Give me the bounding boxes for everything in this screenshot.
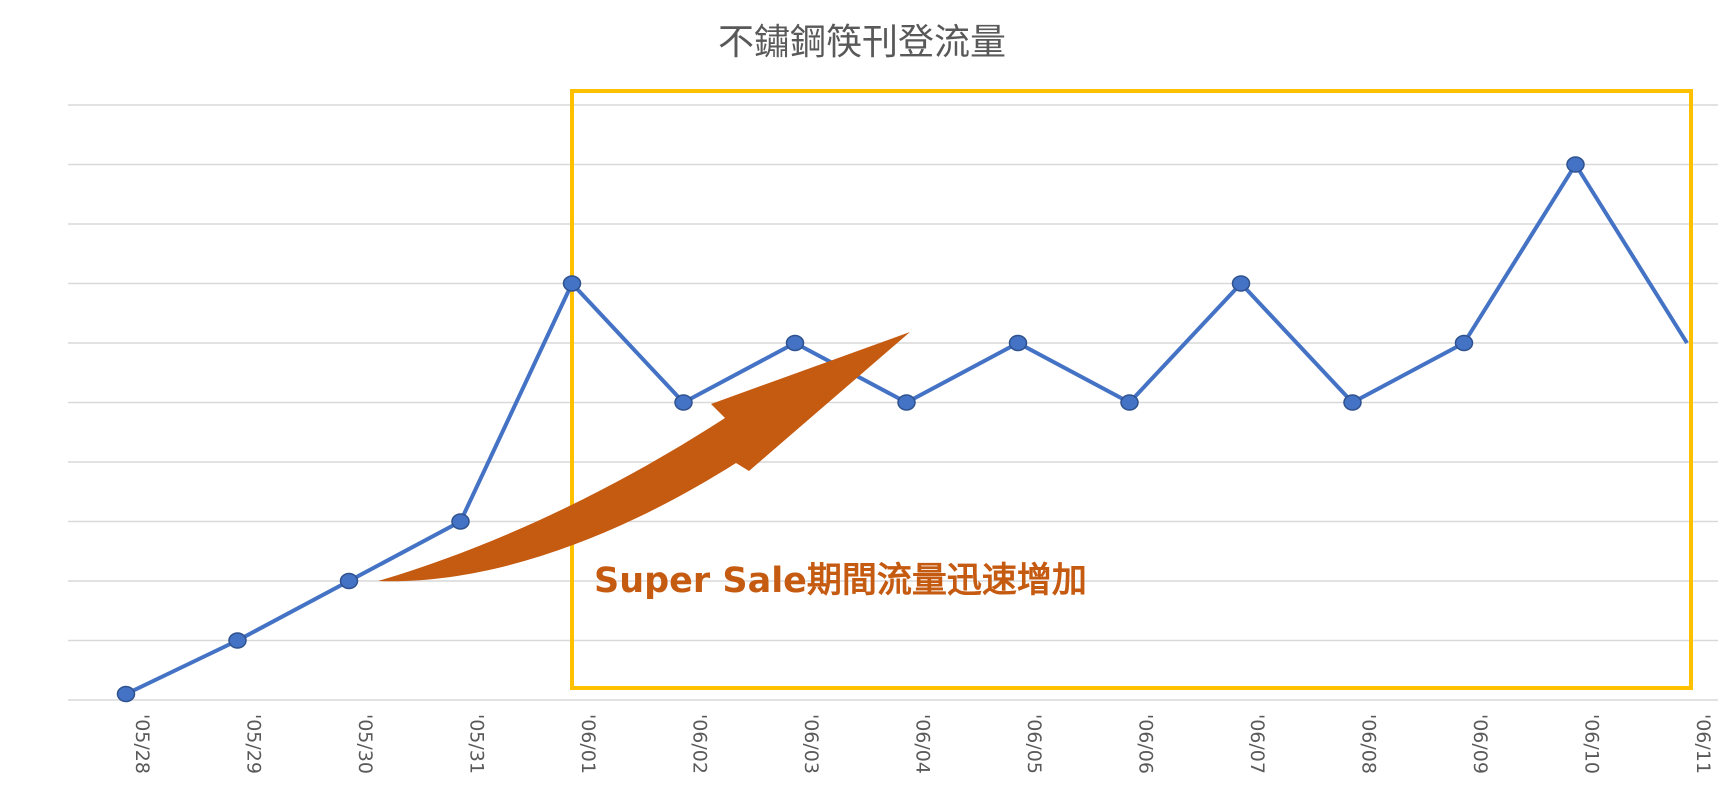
x-tick-label: '06/04 (912, 714, 934, 774)
data-point (1008, 334, 1028, 352)
x-tick-label: '05/31 (466, 714, 488, 774)
x-tick-label: '05/28 (131, 714, 153, 774)
highlight-box (570, 89, 1693, 690)
data-point (116, 685, 136, 703)
series-line (125, 162, 1689, 696)
data-point (562, 275, 582, 292)
chart-title: 不鏽鋼筷刊登流量 (718, 22, 1006, 63)
data-point (1120, 394, 1139, 411)
gridlines (68, 104, 1718, 701)
series-path (125, 162, 1689, 696)
data-point (674, 394, 693, 411)
series-markers (116, 156, 1585, 703)
data-point (339, 572, 359, 590)
arrow-shape (378, 332, 910, 582)
data-point (785, 334, 805, 352)
x-tick-label: '06/02 (689, 714, 711, 774)
data-point (1231, 275, 1251, 292)
annotation-text: Super Sale期間流量迅速增加 (594, 561, 1087, 601)
data-point (451, 513, 470, 530)
x-tick-label: '06/08 (1358, 714, 1380, 774)
x-tick-label: '06/09 (1469, 714, 1491, 774)
x-tick-label: '05/29 (243, 714, 265, 774)
data-point (1454, 334, 1474, 352)
data-point (228, 632, 247, 649)
data-point (1566, 156, 1585, 173)
x-tick-label: '06/10 (1581, 714, 1603, 774)
x-axis-ticks: '05/28 '05/29 '05/30 '05/31 '06/01 '06/02 '06/… (131, 714, 1714, 774)
data-point (897, 394, 916, 411)
highlight-region (570, 89, 1693, 690)
data-point (1343, 394, 1362, 411)
x-tick-label: '06/07 (1246, 714, 1268, 774)
trend-arrow (378, 332, 910, 582)
x-tick-label: '05/30 (354, 714, 376, 774)
x-tick-label: '06/01 (577, 714, 599, 774)
x-tick-label: '06/05 (1023, 714, 1045, 774)
x-tick-label: '06/06 (1135, 714, 1157, 774)
x-tick-label: '06/03 (800, 714, 822, 774)
x-tick-label: '06/11 (1692, 714, 1714, 774)
